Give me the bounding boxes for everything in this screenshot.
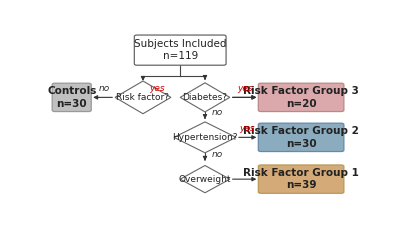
Text: Risk factor?: Risk factor?	[116, 93, 170, 102]
Text: Diabetes?: Diabetes?	[182, 93, 228, 102]
Polygon shape	[174, 122, 236, 153]
Text: Risk Factor Group 1
n=39: Risk Factor Group 1 n=39	[243, 168, 359, 190]
FancyBboxPatch shape	[258, 83, 344, 112]
Text: Overweight: Overweight	[179, 175, 231, 184]
Polygon shape	[115, 81, 171, 114]
Text: yes: yes	[237, 84, 252, 93]
Text: no: no	[99, 84, 110, 93]
Polygon shape	[180, 165, 230, 193]
Text: yes: yes	[149, 84, 165, 93]
Text: Hypertension?: Hypertension?	[172, 133, 238, 142]
FancyBboxPatch shape	[258, 165, 344, 193]
Polygon shape	[180, 83, 230, 112]
FancyBboxPatch shape	[258, 123, 344, 152]
Text: no: no	[212, 150, 223, 159]
Text: Controls
n=30: Controls n=30	[47, 86, 96, 109]
Text: Risk Factor Group 2
n=30: Risk Factor Group 2 n=30	[243, 126, 359, 148]
Text: no: no	[212, 108, 223, 117]
FancyBboxPatch shape	[134, 35, 226, 65]
Text: Subjects Included
n=119: Subjects Included n=119	[134, 39, 226, 61]
Text: yes: yes	[240, 124, 255, 133]
FancyBboxPatch shape	[52, 83, 91, 112]
Text: Risk Factor Group 3
n=20: Risk Factor Group 3 n=20	[243, 86, 359, 109]
